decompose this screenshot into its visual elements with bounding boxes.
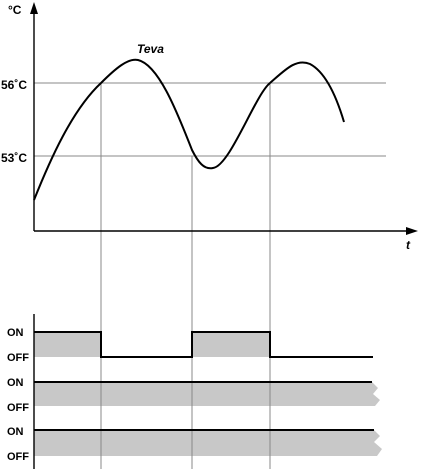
ch3-on-band — [34, 430, 382, 456]
ch1-on-band-1 — [34, 332, 101, 357]
ch2-on-band — [34, 382, 380, 406]
ch2-on-label: ON — [7, 377, 24, 389]
curve-label: Teva — [137, 42, 164, 56]
ref-label-53: 53˚C — [1, 151, 27, 165]
x-axis-label: t — [406, 238, 411, 252]
ch1-state-line — [34, 331, 373, 358]
ch3-on-label: ON — [7, 426, 24, 438]
y-unit-label: °C — [8, 3, 22, 17]
ch1-on-band-2 — [192, 332, 270, 357]
x-axis-arrow — [406, 227, 418, 235]
ch1-off-label: OFF — [7, 352, 29, 364]
y-axis-arrow — [30, 2, 38, 14]
temperature-curve — [33, 58, 345, 201]
ch2-off-label: OFF — [7, 402, 29, 414]
ch1-on-label: ON — [7, 327, 24, 339]
state-bands — [34, 332, 382, 456]
ref-label-56: 56˚C — [1, 78, 27, 92]
ch3-off-label: OFF — [7, 451, 29, 463]
